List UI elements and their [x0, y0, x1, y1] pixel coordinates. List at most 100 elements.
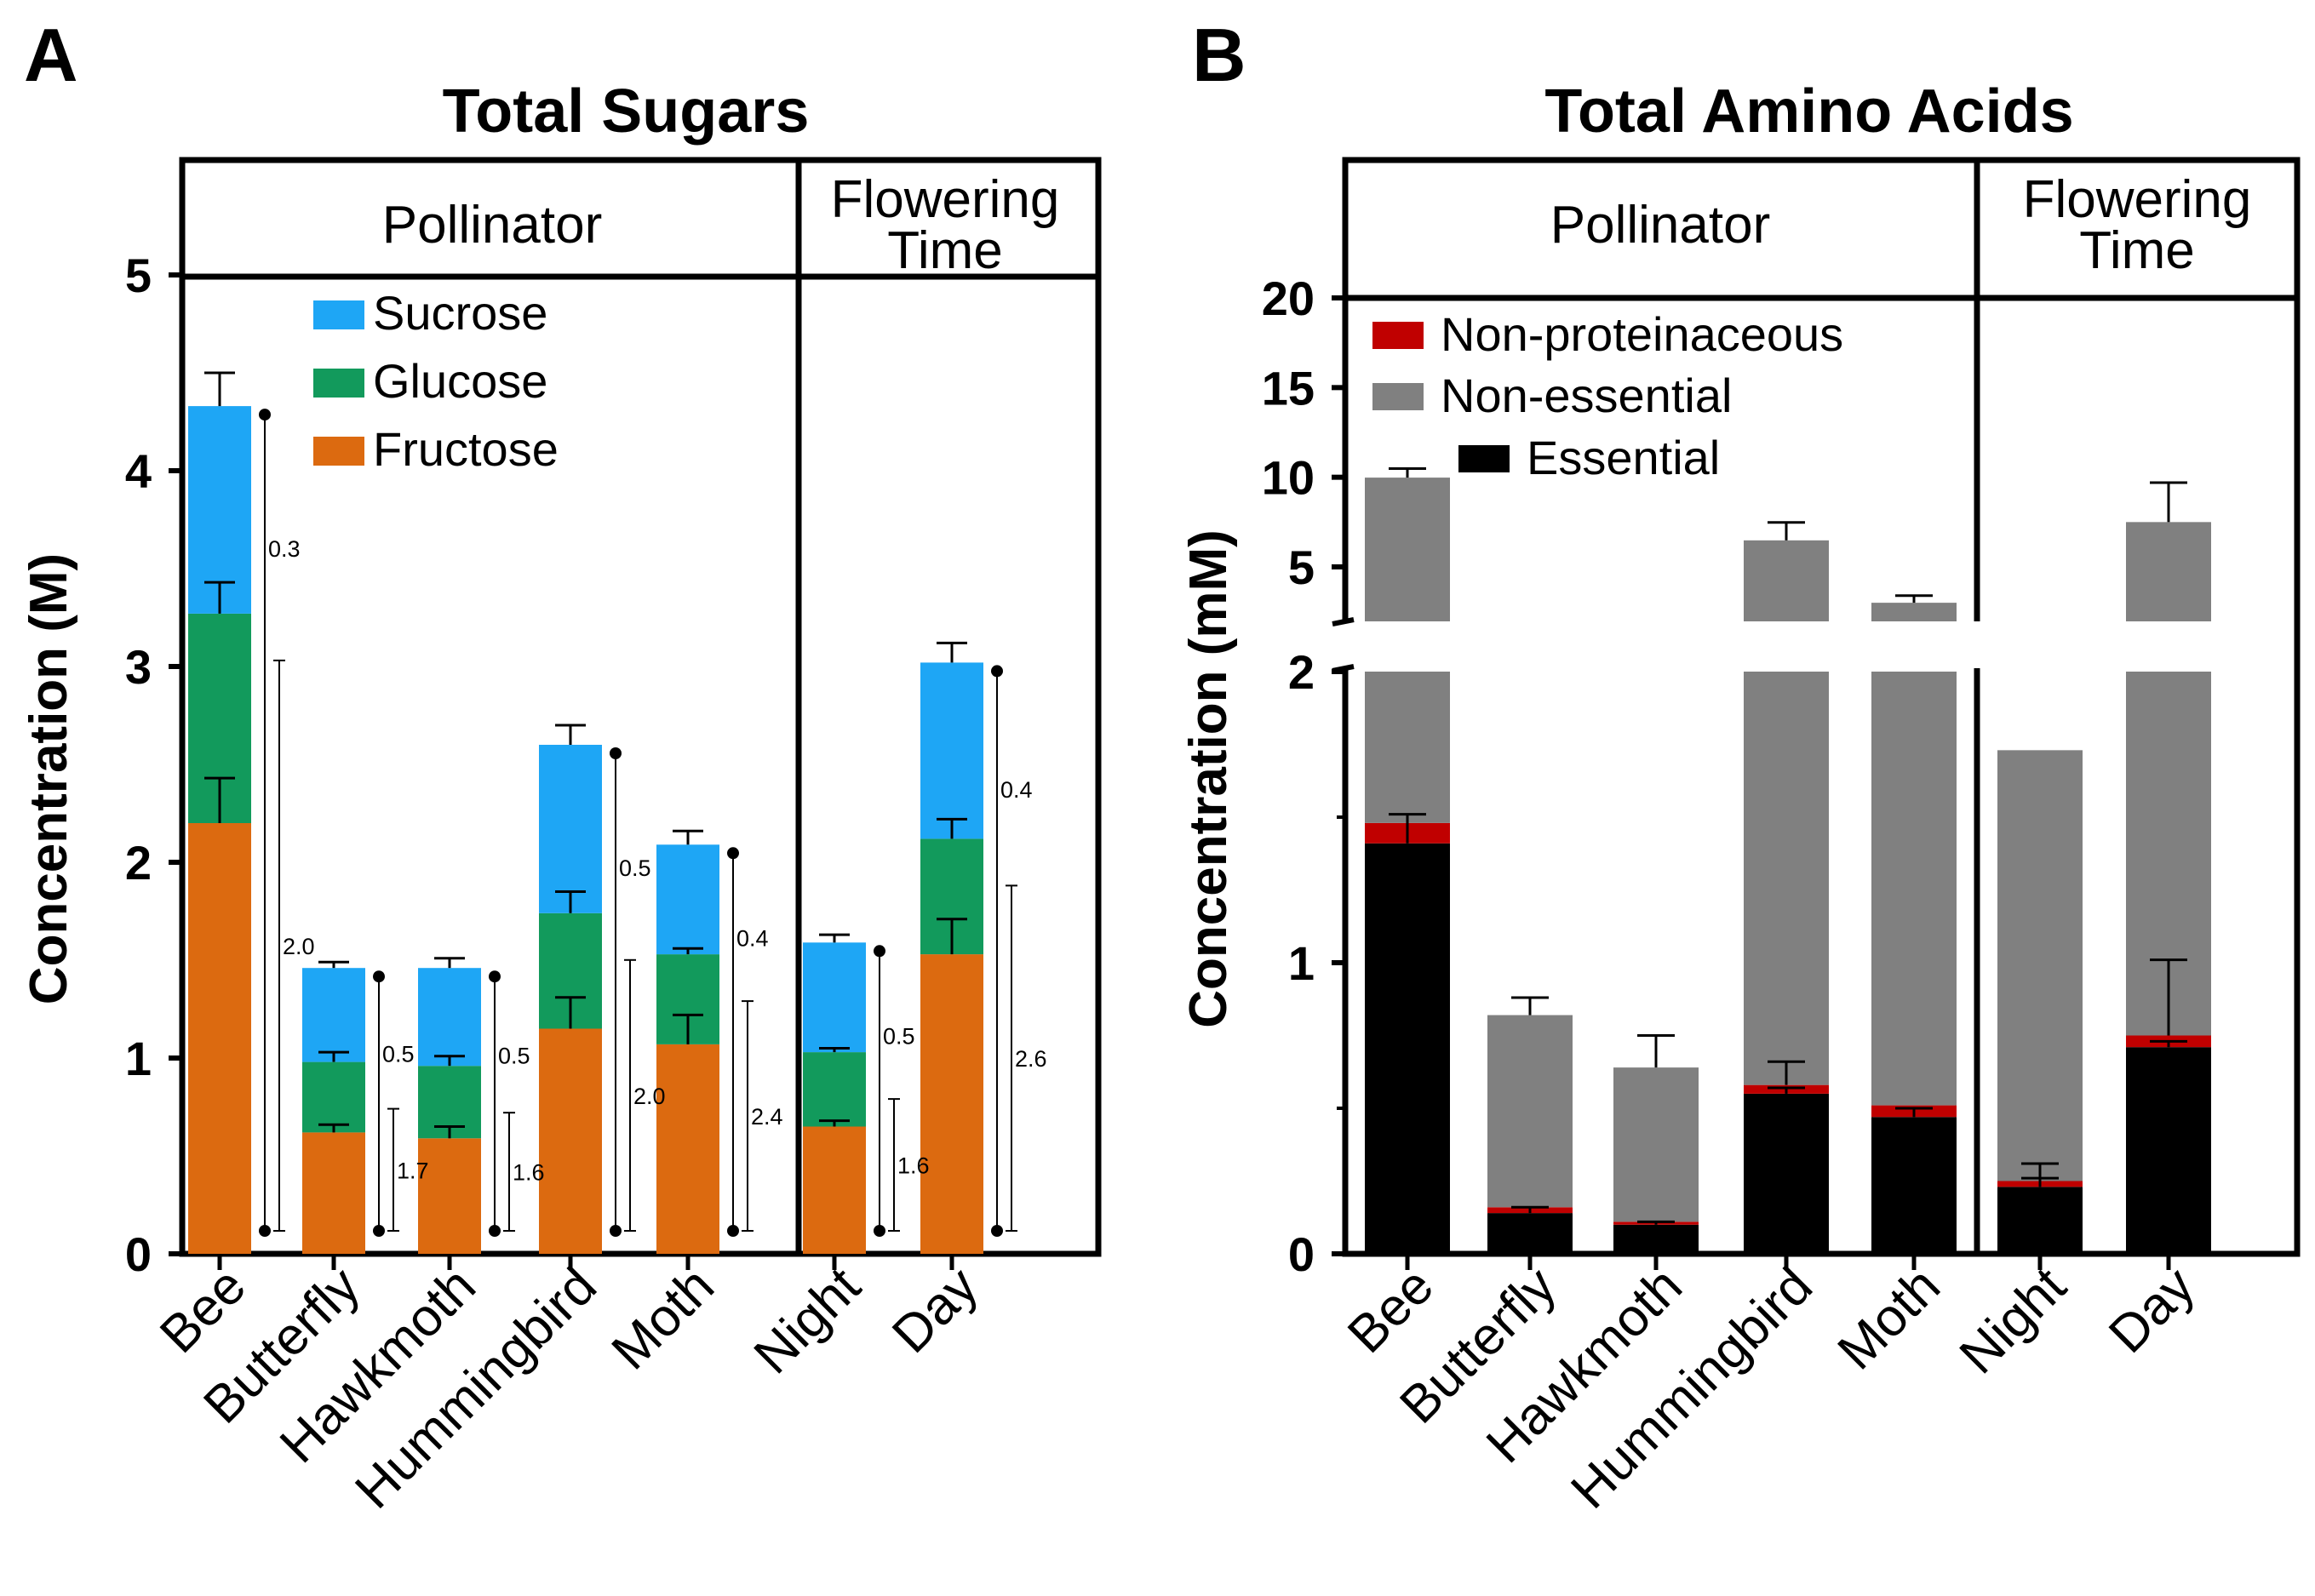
ratio-annotation-butterfly: 0.5 1.7 — [373, 970, 429, 1237]
error-bar-non-essential-bee — [1389, 467, 1426, 478]
bar-fructose-hummingbird — [539, 1028, 602, 1254]
bar-non-essential-upper-hummingbird — [1744, 540, 1829, 621]
bar-essential-night — [1997, 1187, 2083, 1254]
chart-b-x-label-night: Night — [1949, 1256, 2077, 1385]
ratio-label-top: 0.4 — [1000, 777, 1033, 803]
chart-b-axis-break — [1328, 617, 2290, 673]
chart-a-y-tick-label: 2 — [125, 836, 152, 890]
legend-item-fructose: Fructose — [313, 422, 559, 476]
legend-item-glucose: Glucose — [313, 354, 547, 408]
bar-sucrose-moth — [656, 844, 719, 955]
chart-a-y-tick-label: 3 — [125, 640, 152, 694]
legend-swatch-sucrose — [313, 300, 364, 329]
bar-sucrose-hummingbird — [539, 745, 602, 913]
bar-fructose-bee — [188, 823, 251, 1254]
chart-a-y-ticks: 0 1 2 3 4 5 — [125, 249, 182, 1281]
chart-b-y-tick-label: 15 — [1262, 361, 1315, 415]
chart-b-x-label-bee: Bee — [1337, 1256, 1445, 1364]
bar-glucose-night — [803, 1052, 866, 1127]
chart-a-y-tick-label: 0 — [125, 1227, 152, 1281]
chart-a-x-label-moth: Moth — [601, 1256, 725, 1381]
chart-a-x-label-day: Day — [881, 1256, 989, 1364]
error-bar-non-proteinaceous-day — [2150, 958, 2187, 1036]
chart-b-y-tick-label: 5 — [1288, 541, 1315, 594]
bar-sucrose-bee — [188, 406, 251, 614]
chart-a-y-tick-label: 1 — [125, 1032, 152, 1085]
error-bar-non-essential-moth — [1895, 594, 1933, 604]
chart-a-ratio-annotations: 0.3 2.0 0.5 1.7 0.5 1.6 0.5 2.0 0.4 2.4 0.5 1.6 0.4 2… — [259, 409, 1047, 1237]
error-bar-fructose-bee — [204, 776, 235, 823]
legend-item-sucrose: Sucrose — [313, 286, 547, 340]
bar-essential-hummingbird — [1744, 1093, 1829, 1254]
bar-sucrose-night — [803, 942, 866, 1053]
bar-non-essential-butterfly — [1487, 1015, 1573, 1208]
bar-non-essential-upper-day — [2126, 522, 2211, 621]
error-bar-fructose-hummingbird — [555, 996, 586, 1029]
bar-non-essential-hawkmoth — [1613, 1067, 1699, 1222]
error-bar-non-proteinaceous-night — [2021, 1162, 2059, 1181]
chart-a-bars — [188, 371, 983, 1270]
legend-label-non-proteinaceous: Non-proteinaceous — [1441, 307, 1843, 361]
error-bar-non-essential-day — [2150, 481, 2187, 523]
ratio-label-top: 0.5 — [382, 1041, 415, 1067]
bar-sucrose-day — [920, 662, 983, 839]
error-bar-fructose-butterfly — [318, 1123, 349, 1133]
bar-sucrose-butterfly — [302, 968, 365, 1062]
error-bar-sucrose-hummingbird — [555, 724, 586, 745]
ratio-label-top: 0.3 — [268, 536, 301, 562]
error-bar-essential-hawkmoth — [1637, 1220, 1675, 1225]
error-bar-sucrose-day — [937, 641, 967, 663]
error-bar-sucrose-moth — [673, 829, 703, 845]
chart-b-y-tick-label: 20 — [1262, 272, 1315, 325]
error-bar-sucrose-butterfly — [318, 960, 349, 969]
error-bar-essential-bee — [1389, 813, 1426, 844]
error-bar-glucose-night — [819, 1047, 850, 1053]
chart-a-x-label-night: Night — [743, 1256, 872, 1385]
ratio-label-bottom: 2.0 — [283, 934, 315, 959]
error-bar-essential-butterfly — [1511, 1205, 1549, 1214]
legend-swatch-non-proteinaceous — [1372, 322, 1424, 349]
error-bar-essential-moth — [1895, 1107, 1933, 1118]
legend-label-essential: Essential — [1527, 431, 1720, 484]
bar-fructose-day — [920, 954, 983, 1254]
ratio-label-top: 0.5 — [498, 1044, 530, 1069]
error-bar-sucrose-bee — [204, 371, 235, 407]
chart-a-y-tick-label: 5 — [125, 249, 152, 302]
chart-b-header-flowering-time: Flowering Time — [2023, 170, 2252, 280]
bar-fructose-hawkmoth — [418, 1138, 481, 1254]
legend-item-non-essential: Non-essential — [1372, 369, 1732, 422]
bar-essential-day — [2126, 1047, 2211, 1254]
ratio-label-bottom: 1.6 — [513, 1160, 545, 1186]
bar-fructose-moth — [656, 1044, 719, 1254]
chart-b-y-ticks: 0 1 2 5 10 15 20 — [1262, 272, 1345, 1281]
ratio-annotation-bee: 0.3 2.0 — [259, 409, 315, 1237]
bar-fructose-night — [803, 1126, 866, 1254]
panel-label-b: B — [1192, 13, 1246, 97]
legend-label-non-essential: Non-essential — [1441, 369, 1732, 422]
legend-label-glucose: Glucose — [373, 354, 547, 408]
bar-essential-moth — [1871, 1117, 1957, 1254]
bar-non-essential-upper-bee — [1365, 478, 1450, 621]
chart-b-x-label-moth: Moth — [1827, 1256, 1951, 1381]
ratio-annotation-day: 0.4 2.6 — [991, 665, 1047, 1237]
chart-a-legend: Sucrose Glucose Fructose — [313, 286, 559, 476]
legend-label-sucrose: Sucrose — [373, 286, 547, 340]
error-bar-non-proteinaceous-hummingbird — [1768, 1060, 1805, 1085]
legend-item-non-proteinaceous: Non-proteinaceous — [1372, 307, 1843, 361]
chart-a-y-tick-label: 4 — [125, 444, 152, 498]
error-bar-non-essential-hawkmoth — [1637, 1034, 1675, 1068]
error-bar-glucose-bee — [204, 581, 235, 614]
legend-item-essential: Essential — [1458, 431, 1720, 484]
chart-b-y-axis-label: Concentration (mM) — [1179, 529, 1238, 1028]
legend-label-fructose: Fructose — [373, 422, 559, 476]
ratio-annotation-moth: 0.4 2.4 — [727, 847, 783, 1237]
ratio-label-bottom: 2.0 — [633, 1084, 666, 1109]
error-bar-non-essential-hummingbird — [1768, 521, 1805, 541]
ratio-label-bottom: 2.6 — [1015, 1046, 1047, 1072]
chart-b-header-pollinator: Pollinator — [1550, 196, 1770, 255]
ratio-label-top: 0.5 — [619, 855, 651, 881]
bar-non-essential-bee — [1365, 672, 1450, 823]
